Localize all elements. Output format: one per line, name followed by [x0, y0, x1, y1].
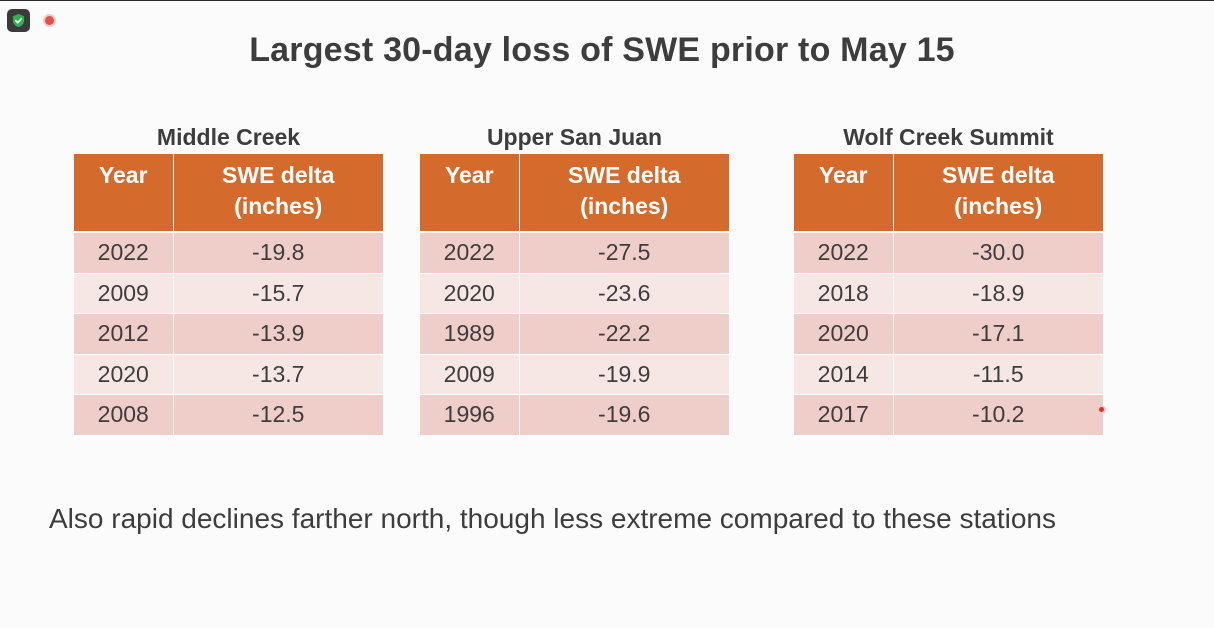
station-name: Middle Creek	[156, 124, 301, 150]
year-cell: 2009	[74, 272, 173, 314]
table-row: 2014 -11.5	[794, 353, 1103, 395]
delta-cell: -30.0	[892, 231, 1103, 273]
year-cell: 2020	[420, 272, 519, 314]
delta-cell: -13.7	[172, 353, 383, 395]
table-row: 2018 -18.9	[794, 272, 1103, 314]
table-row: 2017 -10.2	[794, 394, 1103, 435]
year-cell: 2012	[74, 313, 173, 354]
station-table-middle-creek: Middle Creek Year SWE delta (inches) 2022…	[74, 120, 383, 435]
table-row: 2022 -30.0	[794, 231, 1103, 273]
table-row: 1996 -19.6	[420, 394, 729, 435]
delta-cell: -15.7	[172, 272, 383, 314]
table-row: 2020 -23.6	[420, 272, 729, 314]
swe-delta-column-header: SWE delta (inches)	[892, 154, 1103, 233]
table-header-row: Year SWE delta (inches)	[420, 154, 729, 233]
recording-indicator-icon[interactable]	[43, 14, 56, 27]
swe-delta-column-header: SWE delta (inches)	[518, 154, 729, 233]
station-table-upper-san-juan: Upper San Juan Year SWE delta (inches) 20…	[420, 120, 729, 435]
table-row: 2022 -19.8	[74, 231, 383, 273]
delta-cell: -12.5	[172, 394, 383, 435]
delta-cell: -22.2	[518, 313, 729, 354]
footnote-text: Also rapid declines farther north, thoug…	[49, 503, 1056, 534]
delta-cell: -17.1	[892, 313, 1103, 354]
year-column-header: Year	[74, 154, 173, 233]
table-row: 2009 -19.9	[420, 353, 729, 395]
year-cell: 2020	[794, 313, 893, 354]
table-header-row: Year SWE delta (inches)	[74, 154, 383, 233]
delta-cell: -13.9	[172, 313, 383, 354]
delta-cell: -23.6	[518, 272, 729, 314]
year-column-header: Year	[420, 154, 519, 233]
delta-cell: -11.5	[892, 353, 1103, 395]
year-cell: 2022	[794, 231, 893, 273]
delta-cell: -10.2	[892, 394, 1103, 435]
year-cell: 2018	[794, 272, 893, 314]
swe-delta-column-header: SWE delta (inches)	[172, 154, 383, 233]
slide-title: Largest 30-day loss of SWE prior to May …	[249, 31, 955, 69]
swe-table: Year SWE delta (inches) 2022 -27.5 2020 -…	[420, 154, 729, 435]
station-name: Wolf Creek Summit	[843, 124, 1054, 150]
table-row: 2012 -13.9	[74, 313, 383, 354]
table-row: 2008 -12.5	[74, 394, 383, 435]
delta-cell: -19.9	[518, 353, 729, 395]
table-row: 2020 -17.1	[794, 313, 1103, 354]
year-cell: 2022	[420, 231, 519, 273]
station-table-wolf-creek-summit: Wolf Creek Summit Year SWE delta (inches)…	[794, 120, 1103, 435]
station-name: Upper San Juan	[486, 124, 663, 150]
year-cell: 2014	[794, 353, 893, 395]
table-row: 2022 -27.5	[420, 231, 729, 273]
year-cell: 2017	[794, 394, 893, 435]
delta-cell: -19.8	[172, 231, 383, 273]
year-cell: 2008	[74, 394, 173, 435]
year-cell: 2022	[74, 231, 173, 273]
delta-cell: -27.5	[518, 231, 729, 273]
swe-table: Year SWE delta (inches) 2022 -19.8 2009 -…	[74, 154, 383, 435]
table-row: 1989 -22.2	[420, 313, 729, 354]
shield-check-icon[interactable]	[7, 9, 30, 32]
year-cell: 2009	[420, 353, 519, 395]
table-header-row: Year SWE delta (inches)	[794, 154, 1103, 233]
year-column-header: Year	[794, 154, 893, 233]
delta-cell: -18.9	[892, 272, 1103, 314]
year-cell: 1996	[420, 394, 519, 435]
table-row: 2020 -13.7	[74, 353, 383, 395]
window-top-border	[0, 0, 1214, 1]
delta-cell: -19.6	[518, 394, 729, 435]
year-cell: 2020	[74, 353, 173, 395]
swe-table: Year SWE delta (inches) 2022 -30.0 2018 -…	[794, 154, 1103, 435]
table-row: 2009 -15.7	[74, 272, 383, 314]
laser-pointer-icon	[1097, 405, 1106, 414]
year-cell: 1989	[420, 313, 519, 354]
